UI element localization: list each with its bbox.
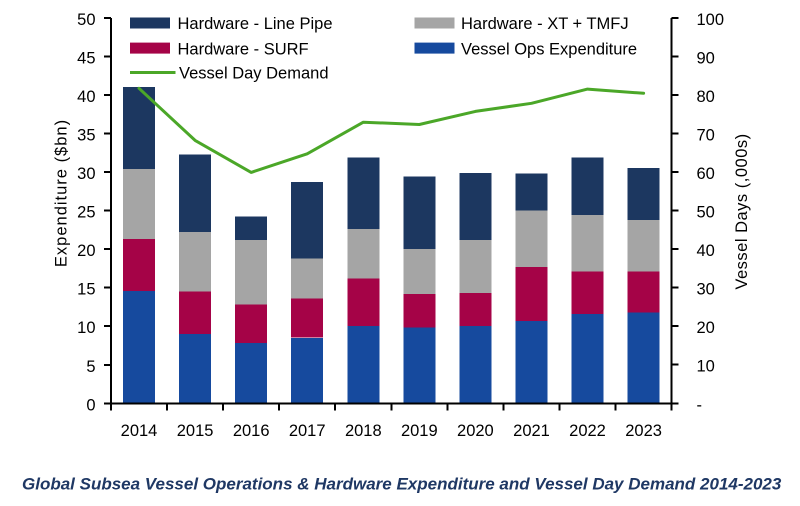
svg-text:2018: 2018: [345, 422, 382, 440]
svg-text:2020: 2020: [457, 422, 494, 440]
svg-text:2022: 2022: [569, 422, 606, 440]
svg-text:Hardware - XT + TMFJ: Hardware - XT + TMFJ: [461, 15, 629, 33]
svg-text:0: 0: [86, 396, 95, 414]
svg-text:2021: 2021: [513, 422, 550, 440]
svg-text:Expenditure ($bn): Expenditure ($bn): [53, 119, 71, 267]
svg-text:35: 35: [77, 126, 95, 144]
svg-text:2017: 2017: [289, 422, 326, 440]
svg-text:15: 15: [77, 281, 95, 299]
svg-text:20: 20: [77, 242, 95, 260]
svg-text:Global Subsea Vessel Operation: Global Subsea Vessel Operations & Hardwa…: [22, 475, 782, 494]
svg-text:60: 60: [697, 165, 715, 183]
svg-text:70: 70: [697, 126, 715, 144]
svg-text:5: 5: [86, 358, 95, 376]
svg-text:2023: 2023: [625, 422, 662, 440]
svg-text:Vessel Ops Expenditure: Vessel Ops Expenditure: [461, 40, 637, 58]
svg-text:100: 100: [697, 11, 725, 29]
svg-text:50: 50: [697, 204, 715, 222]
svg-text:40: 40: [77, 88, 95, 106]
svg-text:Vessel Days (,000s): Vessel Days (,000s): [733, 133, 751, 289]
svg-text:40: 40: [697, 242, 715, 260]
svg-text:2016: 2016: [233, 422, 270, 440]
svg-text:25: 25: [77, 204, 95, 222]
svg-text:Vessel Day Demand: Vessel Day Demand: [179, 65, 329, 83]
svg-text:30: 30: [77, 165, 95, 183]
svg-text:80: 80: [697, 88, 715, 106]
svg-text:2014: 2014: [121, 422, 158, 440]
svg-text:10: 10: [77, 319, 95, 337]
svg-text:45: 45: [77, 49, 95, 67]
svg-text:10: 10: [697, 358, 715, 376]
svg-text:2019: 2019: [401, 422, 438, 440]
svg-text:2015: 2015: [177, 422, 214, 440]
svg-text:Hardware - Line Pipe: Hardware - Line Pipe: [178, 15, 333, 33]
svg-text:-: -: [697, 396, 703, 414]
svg-text:50: 50: [77, 11, 95, 29]
svg-text:20: 20: [697, 319, 715, 337]
svg-text:Hardware - SURF: Hardware - SURF: [178, 40, 309, 58]
svg-text:90: 90: [697, 49, 715, 67]
svg-text:30: 30: [697, 281, 715, 299]
